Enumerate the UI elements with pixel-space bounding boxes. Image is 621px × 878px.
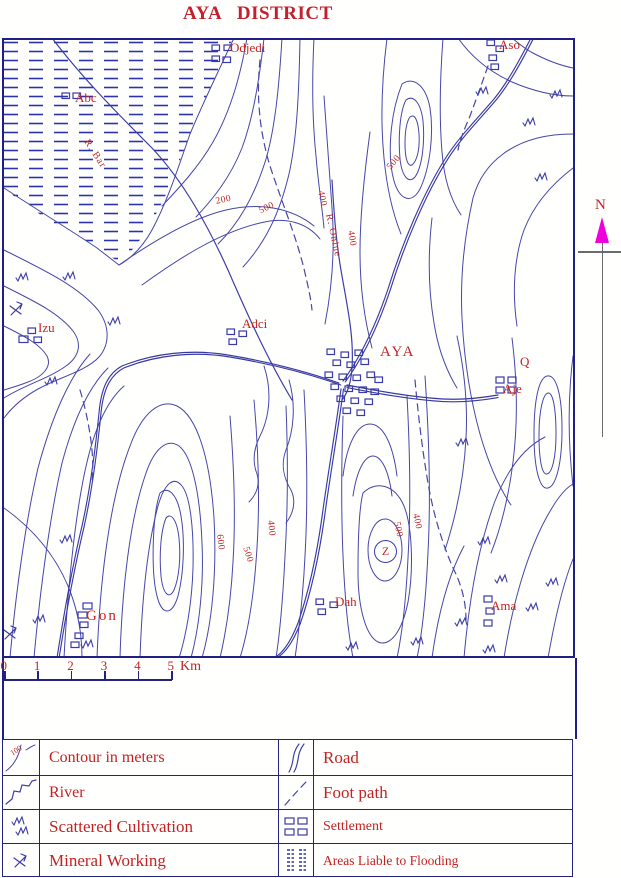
map-canvas: Odjedi Abc Aso Izu Adci AYA Q Aje Gon Dah Ama R. Ba… [2, 38, 575, 658]
scale-tick-2 [70, 671, 73, 680]
key-label-settlement: Settlement [323, 818, 383, 834]
contour-lines [3, 38, 574, 658]
settlement-label-ama: Ama [491, 598, 517, 613]
key-row-4: Mineral Working Areas Liable to Flooding [3, 843, 572, 877]
foot-path-icon [279, 776, 314, 809]
rivers [51, 38, 353, 401]
scale-bar-line [4, 679, 172, 681]
foot-paths [79, 59, 489, 621]
scattered-cultivation-icon [3, 810, 40, 843]
spot-height-z-label: Z [381, 544, 390, 558]
north-label: N [595, 197, 606, 213]
key-row-1: 100 Contour in meters Road [3, 740, 572, 775]
scale-tick-label-2: 2 [67, 658, 74, 673]
north-arrow-crossbar [578, 251, 621, 253]
contour-value-label-2: 400 [315, 189, 329, 208]
settlement-label-aso: Aso [499, 37, 520, 52]
settlement-label-aya: AYA [380, 344, 416, 360]
scale-tick-0 [4, 671, 6, 680]
key-table: 100 Contour in meters Road River Foot pa… [2, 739, 573, 877]
key-label-river: River [49, 783, 85, 801]
flood-area [4, 40, 232, 263]
scale-tick-label-5: 5 [167, 658, 175, 673]
key-label-mineral-working: Mineral Working [49, 850, 166, 870]
mineral-working-icon [3, 844, 40, 877]
map-drawing [2, 38, 575, 658]
contour-value-label-3: 400 [345, 229, 358, 248]
settlement-label-abc: Abc [75, 90, 97, 105]
river-bar [51, 38, 293, 401]
settlement-label-gon: Gon [86, 608, 118, 624]
map-title: AYA DISTRICT [183, 3, 333, 24]
road-icon [279, 740, 314, 775]
settlement-label-odjedi: Odjedi [230, 40, 266, 55]
scale-tick-3 [104, 671, 106, 680]
mineral-working-marks [3, 301, 23, 640]
key-row-2: River Foot path [3, 775, 572, 809]
contour-value-label-8: 500 [391, 520, 405, 539]
settlement-label-q: Q [520, 354, 530, 369]
scale-tick-1 [37, 671, 39, 680]
scale-tick-5 [171, 671, 173, 680]
flooding-icon [279, 844, 314, 877]
river-onine [331, 179, 353, 401]
contour-value-label-5: 600 [214, 533, 226, 551]
key-label-contour: Contour in meters [49, 748, 165, 766]
settlement-label-aje: Aje [503, 381, 522, 396]
scale-bar: 0 1 2 3 4 5 Km [0, 658, 214, 684]
scale-tick-label-3: 3 [100, 658, 108, 673]
map-frame [2, 38, 575, 658]
north-arrow-icon [595, 217, 609, 243]
contour-value-label-7: 400 [265, 519, 277, 537]
scale-tick-4 [137, 671, 140, 680]
contour-value-label-9: 400 [410, 512, 424, 531]
key-label-flooding: Areas Liable to Flooding [323, 852, 459, 868]
roads [56, 38, 534, 658]
key-label-foot-path: Foot path [323, 782, 388, 802]
scale-tick-label-1: 1 [33, 658, 41, 673]
settlement-icon [279, 810, 314, 843]
contour-icon: 100 [3, 740, 40, 775]
key-label-road: Road [323, 747, 359, 767]
north-arrow-staff [601, 243, 603, 437]
scale-unit-label: Km [180, 659, 201, 674]
settlement-label-adci: Adci [242, 316, 268, 331]
river-icon [3, 776, 40, 809]
settlement-label-dah: Dah [335, 594, 357, 609]
scale-tick-label-0: 0 [0, 658, 8, 673]
scale-tick-label-4: 4 [134, 658, 141, 673]
spot-height-z: Z [374, 540, 397, 563]
settlement-squares [18, 39, 517, 649]
key-label-scattered-cultivation: Scattered Cultivation [49, 816, 193, 836]
settlement-label-izu: Izu [38, 320, 55, 335]
key-row-3: Scattered Cultivation Settlement [3, 809, 572, 843]
